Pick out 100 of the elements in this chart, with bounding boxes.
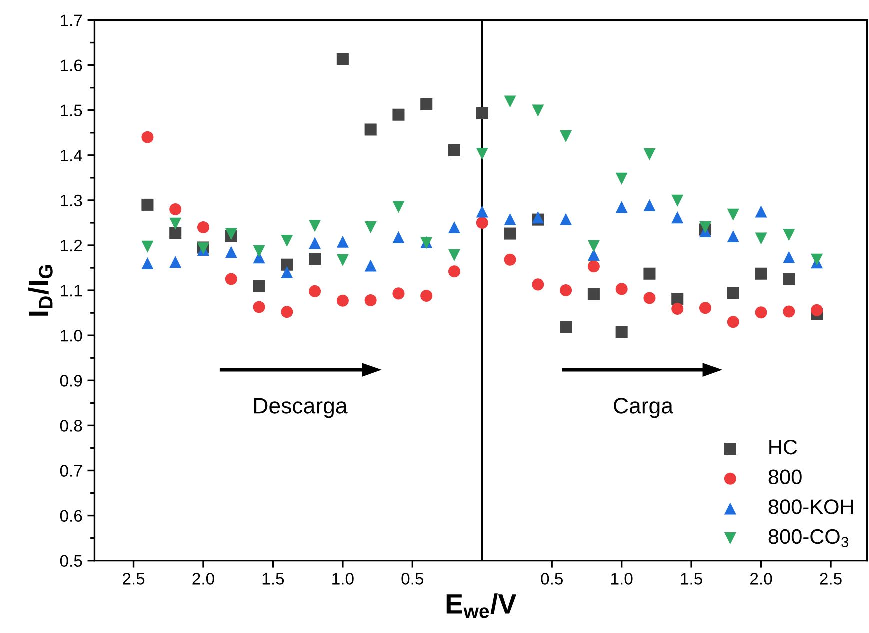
x-tick-label: 1.0 bbox=[612, 573, 633, 585]
point bbox=[281, 234, 294, 248]
point bbox=[504, 228, 516, 240]
point bbox=[448, 266, 461, 278]
point bbox=[253, 301, 266, 314]
point bbox=[392, 201, 405, 214]
y-tick-label: 1.2 bbox=[61, 240, 82, 252]
point bbox=[142, 198, 154, 211]
y-tick-label: 1.3 bbox=[61, 194, 82, 207]
point bbox=[476, 206, 488, 218]
point bbox=[755, 268, 768, 280]
x-tick-label: 2.5 bbox=[820, 573, 842, 585]
y-tick-label: 1.6 bbox=[61, 60, 82, 72]
y-tick-label: 1.0 bbox=[61, 330, 82, 342]
y-tick-label: 0.6 bbox=[60, 510, 82, 522]
point bbox=[811, 254, 824, 266]
point bbox=[644, 268, 656, 280]
y-tick-label: 0.7 bbox=[60, 465, 82, 477]
x-tick-label: 2.0 bbox=[192, 573, 214, 585]
point bbox=[560, 321, 572, 334]
point bbox=[336, 254, 349, 266]
point bbox=[755, 232, 768, 245]
point bbox=[644, 292, 656, 304]
point bbox=[616, 172, 628, 185]
point bbox=[588, 260, 600, 273]
point bbox=[392, 108, 405, 121]
point bbox=[532, 104, 544, 117]
x-tick-label: 2.0 bbox=[750, 573, 772, 585]
point bbox=[476, 148, 488, 160]
point bbox=[755, 206, 768, 218]
annotation: Descarga bbox=[254, 398, 348, 418]
x-tick-label: 1.0 bbox=[332, 573, 354, 585]
point bbox=[727, 316, 740, 328]
legend-label: 800 bbox=[768, 470, 802, 485]
point bbox=[644, 199, 656, 212]
point bbox=[588, 288, 600, 300]
point bbox=[364, 221, 377, 234]
point bbox=[142, 240, 154, 253]
point bbox=[699, 221, 712, 234]
point bbox=[616, 326, 628, 338]
point bbox=[560, 130, 572, 142]
point bbox=[476, 216, 488, 229]
point bbox=[727, 230, 740, 243]
point bbox=[225, 246, 238, 258]
x-tick-label: 1.5 bbox=[262, 573, 284, 585]
point bbox=[783, 251, 796, 264]
point bbox=[392, 288, 405, 300]
point bbox=[281, 306, 294, 318]
point bbox=[504, 254, 516, 266]
point bbox=[672, 293, 684, 306]
point bbox=[309, 285, 322, 298]
point bbox=[672, 303, 684, 316]
x-tick-label: 0.5 bbox=[541, 573, 563, 585]
x-tick-label: 2.5 bbox=[123, 573, 145, 585]
point bbox=[504, 213, 516, 226]
y-tick-label: 1.7 bbox=[61, 14, 82, 26]
y-axis-title: I$_{D}$/I$_{G}$ bbox=[28, 265, 53, 316]
point bbox=[644, 148, 656, 161]
x-tick-label: 0.5 bbox=[402, 573, 424, 585]
point bbox=[727, 287, 740, 300]
x-tick-label: 1.5 bbox=[681, 573, 702, 585]
point bbox=[672, 212, 684, 224]
y-tick-label: 1.5 bbox=[61, 104, 82, 117]
point bbox=[811, 304, 824, 316]
legend-label: 800-CO$_{3}$ bbox=[768, 529, 849, 548]
point bbox=[783, 306, 796, 318]
point bbox=[142, 131, 154, 144]
y-tick-label: 1.4 bbox=[61, 150, 82, 162]
point bbox=[532, 278, 544, 291]
point bbox=[364, 260, 377, 272]
point bbox=[727, 208, 740, 221]
y-tick-label: 0.9 bbox=[60, 375, 82, 387]
y-tick-label: 0.8 bbox=[60, 420, 82, 432]
annotation: Carga bbox=[614, 398, 674, 418]
point bbox=[253, 245, 266, 258]
point bbox=[170, 218, 182, 230]
point bbox=[309, 237, 322, 250]
point bbox=[560, 213, 572, 226]
point bbox=[420, 290, 433, 302]
point bbox=[336, 294, 349, 307]
point bbox=[616, 283, 628, 296]
point bbox=[336, 236, 349, 248]
point bbox=[588, 240, 600, 252]
point bbox=[170, 203, 182, 216]
point bbox=[364, 294, 377, 306]
point bbox=[281, 266, 294, 279]
point bbox=[170, 227, 182, 240]
y-tick-label: 0.5 bbox=[60, 555, 82, 568]
point bbox=[448, 221, 461, 234]
point bbox=[253, 280, 266, 292]
point bbox=[336, 53, 349, 66]
point bbox=[476, 107, 488, 120]
legend-label: 800-KOH bbox=[768, 500, 854, 514]
point bbox=[364, 124, 377, 136]
point bbox=[616, 201, 628, 214]
legend-label: HC bbox=[770, 440, 798, 455]
point bbox=[225, 273, 238, 286]
point bbox=[560, 284, 572, 297]
point bbox=[142, 258, 154, 270]
point bbox=[783, 229, 796, 242]
